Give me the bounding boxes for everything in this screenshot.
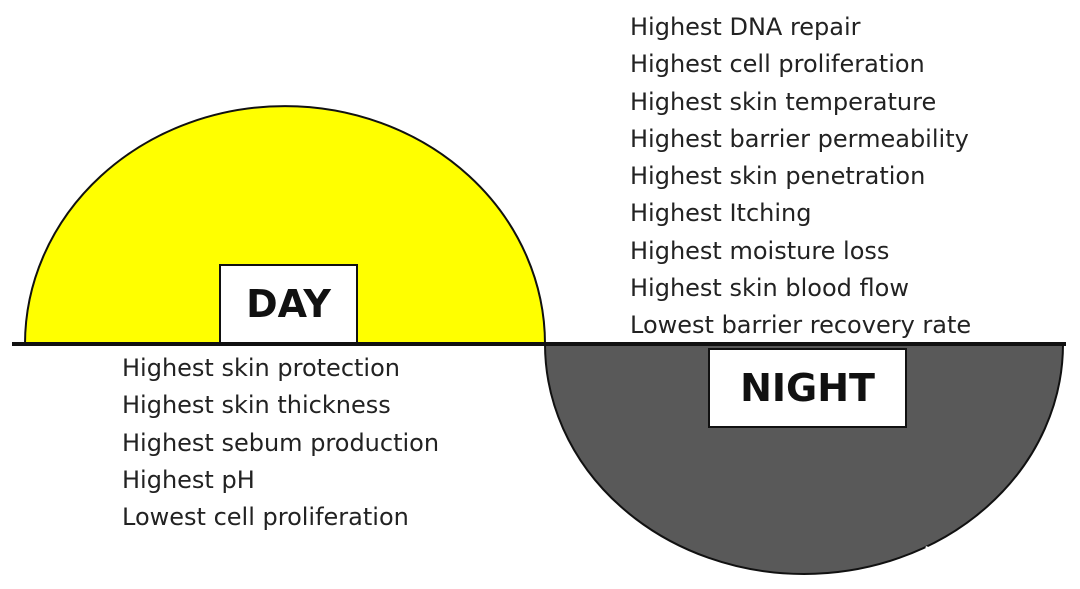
night-label: NIGHT <box>708 348 907 428</box>
day-trait-item: Highest skin thickness <box>122 391 391 420</box>
night-label-text: NIGHT <box>740 366 875 410</box>
night-trait-list: Highest DNA repair Highest cell prolifera… <box>630 9 971 345</box>
night-trait-item: Highest Itching <box>630 199 812 228</box>
day-trait-item: Highest sebum production <box>122 428 440 457</box>
day-semicircle <box>23 105 547 345</box>
night-trait-item: Highest skin penetration <box>630 162 926 191</box>
day-trait-item: Highest skin protection <box>122 354 400 382</box>
night-trait-item: Lowest barrier recovery rate <box>630 311 972 340</box>
night-trait-item: Highest moisture loss <box>630 236 890 265</box>
night-trait-item: Highest barrier permeability <box>630 124 969 153</box>
day-trait-item: Lowest cell proliferation <box>122 503 409 532</box>
day-label: DAY <box>219 264 358 344</box>
night-trait-item: Highest cell proliferation <box>630 50 925 79</box>
day-label-text: DAY <box>246 282 331 326</box>
watermark: 头条 @静添姐 <box>921 545 1060 570</box>
night-trait-item: Highest skin blood flow <box>630 274 909 303</box>
day-trait-list: Highest skin protection Highest skin thic… <box>122 350 439 536</box>
night-semicircle <box>543 343 1065 575</box>
night-trait-item: Highest DNA repair <box>630 13 861 41</box>
day-trait-item: Highest pH <box>122 465 255 494</box>
night-trait-item: Highest skin temperature <box>630 87 937 116</box>
